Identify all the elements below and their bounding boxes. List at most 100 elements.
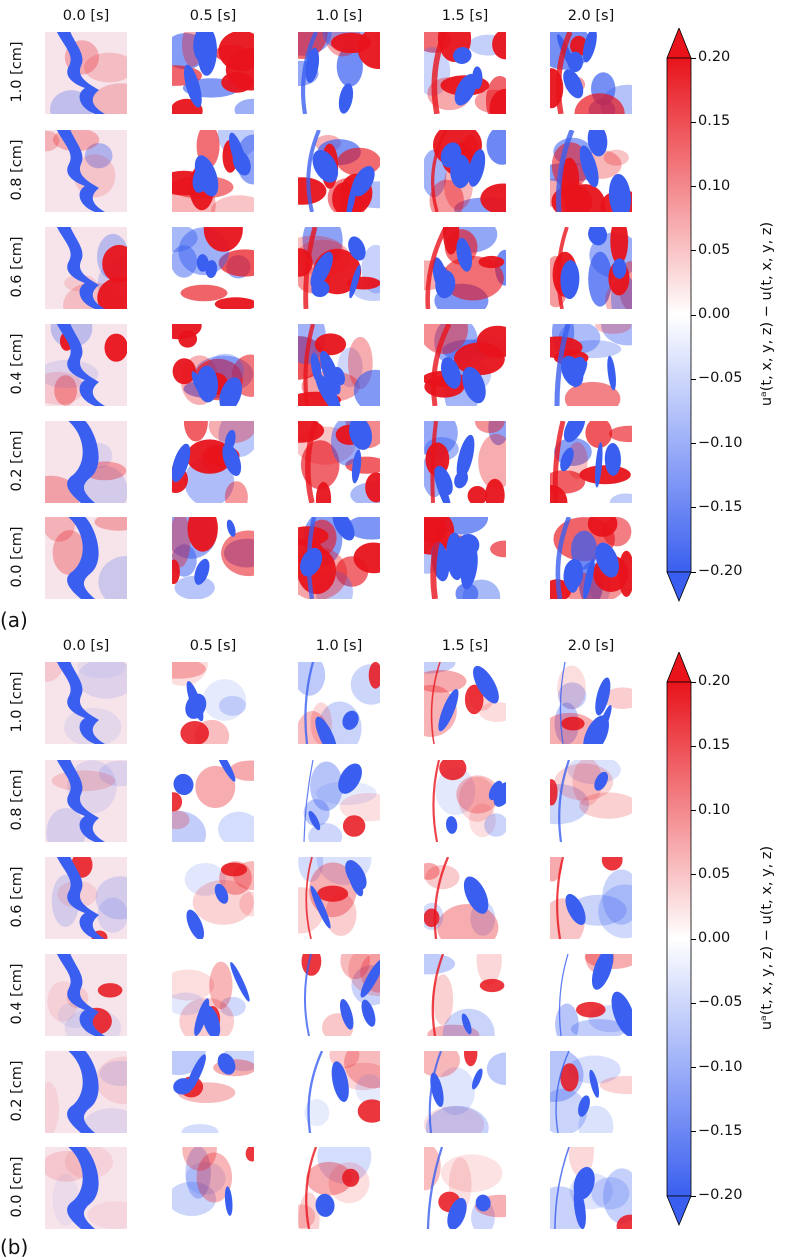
field-tile	[550, 1051, 632, 1133]
row-label: 1.0 [cm]	[9, 41, 25, 103]
colorbar-tick-label: 0.10	[698, 801, 731, 818]
field-tile	[424, 130, 506, 212]
field-image	[424, 662, 506, 744]
field-tile	[298, 517, 380, 599]
field-tile	[550, 32, 632, 114]
field-tile	[45, 517, 127, 599]
field-tile	[172, 662, 254, 744]
colorbar-tick	[691, 681, 696, 683]
field-image	[172, 517, 254, 599]
field-tile	[172, 324, 254, 406]
field-image	[45, 1051, 127, 1133]
field-image	[172, 130, 254, 212]
field-image	[424, 760, 506, 842]
field-image	[550, 32, 632, 114]
field-tile	[45, 857, 127, 939]
colorbar-tick-label: 0.20	[698, 49, 731, 65]
colorbar	[666, 26, 692, 606]
field-image	[424, 517, 506, 599]
colorbar-tick	[691, 443, 696, 444]
field-tile	[298, 324, 380, 406]
field-tile	[298, 760, 380, 842]
field-tile	[45, 130, 127, 212]
field-tile	[424, 1147, 506, 1229]
field-tile	[424, 32, 506, 114]
row-label: 0.4 [cm]	[9, 963, 25, 1025]
field-tile	[424, 954, 506, 1036]
colorbar-tick-label: −0.05	[698, 994, 743, 1011]
colorbar-tick	[691, 810, 696, 811]
row-label: 1.0 [cm]	[9, 671, 25, 733]
field-tile	[172, 130, 254, 212]
field-tile	[550, 760, 632, 842]
field-image	[172, 857, 254, 939]
colorbar-tick-label: −0.20	[698, 563, 743, 579]
colorbar-tick-label: 0.05	[698, 865, 731, 882]
column-label: 0.5 [s]	[189, 8, 237, 24]
colorbar-tick	[691, 745, 696, 747]
field-tile	[298, 1147, 380, 1229]
field-image	[45, 662, 127, 744]
field-image	[424, 130, 506, 212]
row-label: 0.0 [cm]	[9, 526, 25, 588]
field-image	[298, 421, 380, 503]
field-image	[550, 130, 632, 212]
colorbar-tick-label: 0.00	[698, 930, 731, 946]
field-tile	[298, 227, 380, 309]
colorbar-tick	[691, 250, 696, 252]
field-tile	[172, 32, 254, 114]
field-tile	[550, 227, 632, 309]
row-label: 0.2 [cm]	[9, 430, 25, 492]
field-image	[298, 130, 380, 212]
panel-letter: (b)	[0, 1235, 29, 1259]
field-tile	[550, 517, 632, 599]
colorbar-tick-label: 0.20	[698, 673, 731, 689]
field-tile	[424, 662, 506, 744]
colorbar-tick-label: 0.15	[698, 113, 731, 130]
field-tile	[550, 954, 632, 1036]
field-image	[298, 760, 380, 842]
colorbar-tick	[691, 571, 696, 573]
field-image	[424, 324, 506, 406]
field-tile	[424, 227, 506, 309]
colorbar	[666, 650, 692, 1230]
colorbar-tick-label: −0.10	[698, 434, 743, 451]
field-image	[550, 857, 632, 939]
field-image	[45, 324, 127, 406]
colorbar-tick-label: −0.10	[698, 1058, 743, 1075]
field-tile	[45, 760, 127, 842]
colorbar-label: uᵃ(t, x, y, z) − u(t, x, y, z)	[759, 221, 775, 407]
column-label: 1.0 [s]	[315, 8, 363, 24]
field-tile	[172, 1147, 254, 1229]
field-image	[172, 760, 254, 842]
field-image	[45, 32, 127, 114]
colorbar-tick-label: 0.05	[698, 241, 731, 258]
field-tile	[45, 1147, 127, 1229]
colorbar-tick	[691, 314, 696, 316]
field-tile	[424, 1051, 506, 1133]
column-label: 0.0 [s]	[62, 8, 110, 24]
colorbar-tick	[691, 186, 696, 187]
colorbar-tick-label: −0.15	[698, 1122, 743, 1139]
colorbar-tick-label: 0.10	[698, 177, 731, 194]
field-image	[172, 1147, 254, 1229]
colorbar-tick	[691, 1131, 696, 1133]
field-image	[45, 1147, 127, 1229]
field-tile	[45, 324, 127, 406]
field-tile	[172, 517, 254, 599]
field-image	[424, 421, 506, 503]
field-image	[45, 954, 127, 1036]
field-image	[550, 1051, 632, 1133]
colorbar-tick	[691, 121, 696, 123]
panel-letter: (a)	[0, 608, 28, 632]
row-label: 0.6 [cm]	[9, 236, 25, 298]
field-tile	[45, 1051, 127, 1133]
field-image	[424, 227, 506, 309]
field-tile	[550, 421, 632, 503]
field-tile	[298, 954, 380, 1036]
field-tile	[45, 662, 127, 744]
field-tile	[45, 421, 127, 503]
column-label: 1.5 [s]	[441, 8, 489, 24]
colorbar-tick	[691, 1067, 696, 1068]
row-label: 0.6 [cm]	[9, 866, 25, 928]
